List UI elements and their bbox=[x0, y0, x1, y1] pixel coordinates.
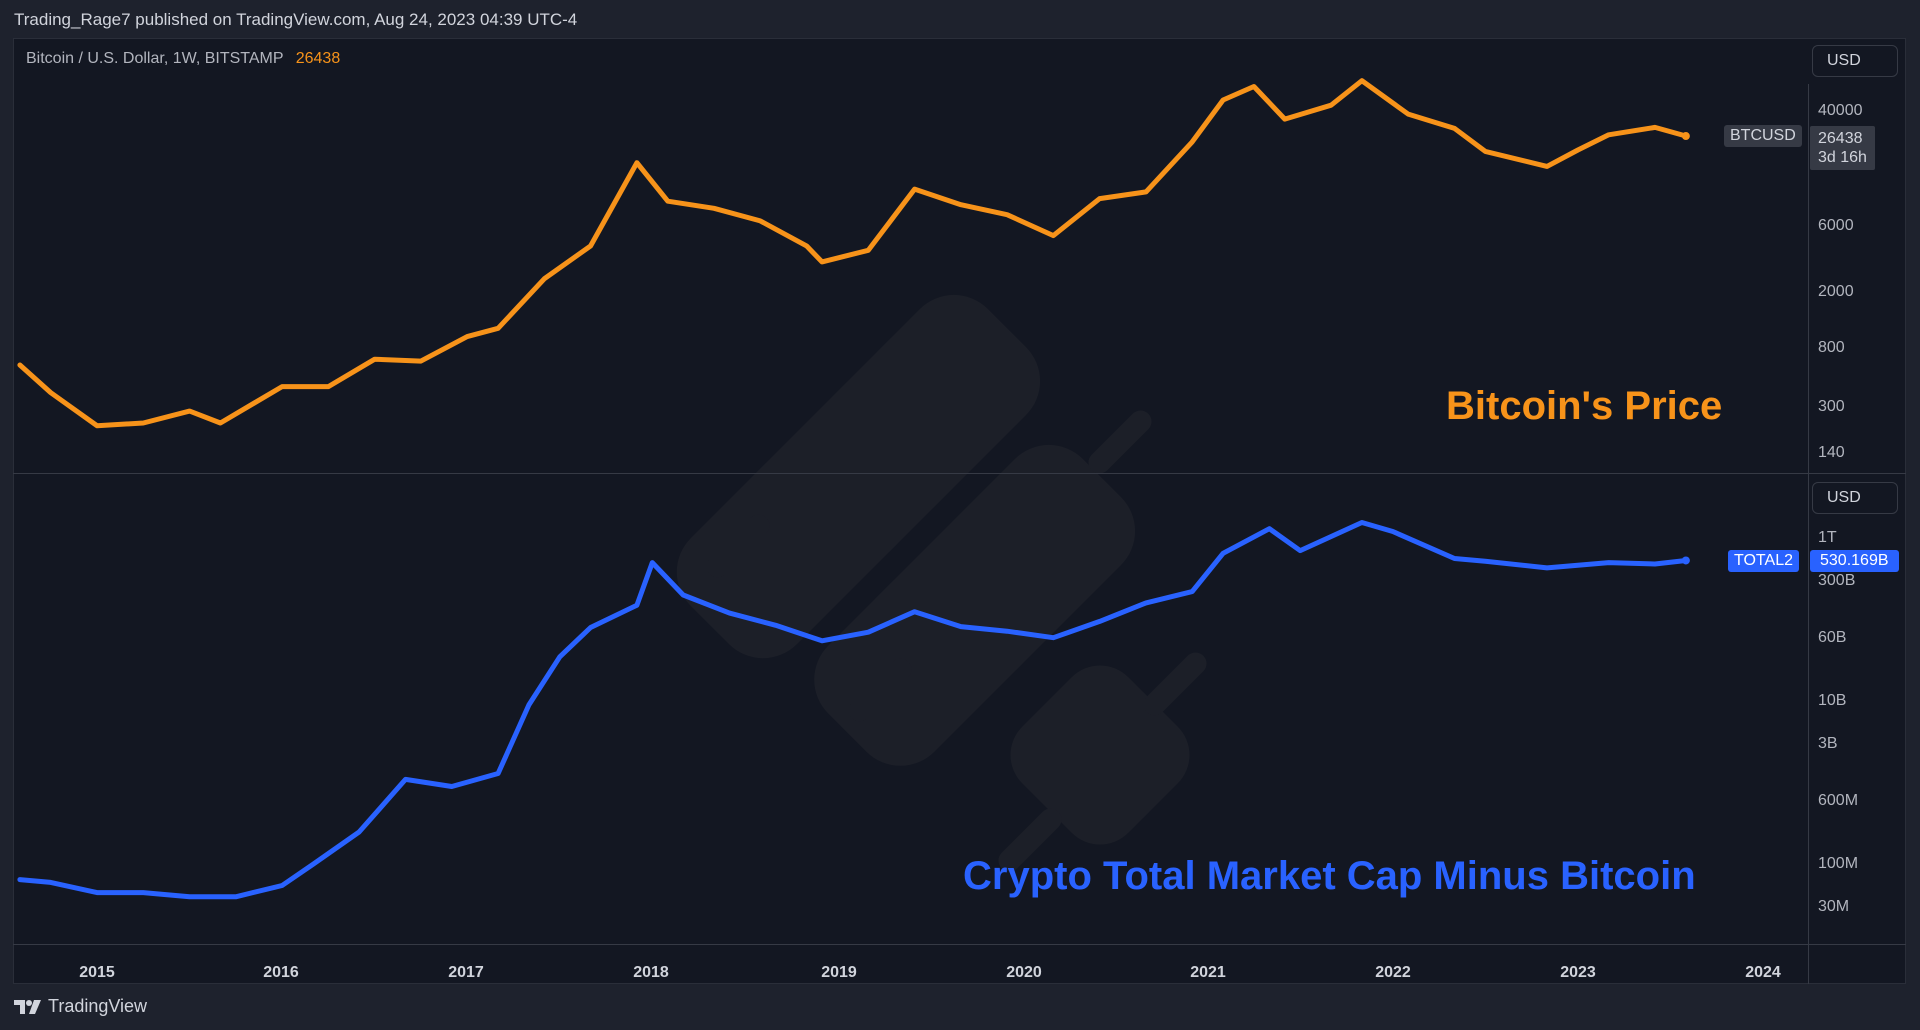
x-tick: 2018 bbox=[633, 964, 669, 981]
pane-divider[interactable] bbox=[13, 473, 1906, 474]
total2-series-tag: TOTAL2 bbox=[1728, 550, 1799, 572]
btc-y-tick: 800 bbox=[1818, 339, 1845, 356]
tradingview-logo-icon bbox=[14, 999, 41, 1014]
btc-last-value: 26438 bbox=[1818, 130, 1863, 147]
x-tick: 2015 bbox=[79, 964, 115, 981]
currency-button-bottom[interactable]: USD bbox=[1812, 482, 1898, 514]
symbol-last-value: 26438 bbox=[295, 50, 341, 67]
total2-y-tick: 3B bbox=[1818, 735, 1838, 752]
total2-line bbox=[17, 520, 1689, 900]
total2-y-tick: 100M bbox=[1818, 855, 1859, 872]
total2-y-tick: 300B bbox=[1818, 572, 1856, 589]
total2-y-tick: 60B bbox=[1818, 629, 1847, 646]
btc-y-tick: 40000 bbox=[1818, 102, 1863, 119]
total2-y-tick: 30M bbox=[1818, 898, 1850, 915]
btc-countdown: 3d 16h bbox=[1818, 149, 1867, 166]
btc-price-line-last-point bbox=[1681, 132, 1690, 141]
btc-price-line-group bbox=[17, 78, 1690, 429]
tradingview-logo-text: TradingView bbox=[48, 996, 148, 1016]
symbol-name: Bitcoin / U.S. Dollar, 1W, BITSTAMP bbox=[26, 50, 284, 67]
btc-y-tick: 300 bbox=[1818, 398, 1845, 415]
x-tick: 2020 bbox=[1006, 964, 1042, 981]
price-scale-border bbox=[1808, 84, 1809, 984]
total2-y-tick: 1T bbox=[1818, 529, 1837, 546]
total2-y-tick: 600M bbox=[1818, 792, 1859, 809]
time-axis-border bbox=[13, 944, 1906, 945]
x-tick: 2016 bbox=[263, 964, 299, 981]
total2-line-group bbox=[17, 520, 1690, 900]
currency-button-top[interactable]: USD bbox=[1812, 45, 1898, 77]
x-tick: 2017 bbox=[448, 964, 484, 981]
symbol-legend[interactable]: Bitcoin / U.S. Dollar, 1W, BITSTAMP 2643… bbox=[26, 50, 340, 68]
btc-chart-label: Bitcoin's Price bbox=[1446, 384, 1723, 428]
btc-y-tick: 2000 bbox=[1818, 283, 1854, 300]
btc-y-tick: 140 bbox=[1818, 444, 1845, 461]
x-tick: 2023 bbox=[1560, 964, 1596, 981]
x-tick: 2021 bbox=[1190, 964, 1226, 981]
x-tick: 2024 bbox=[1745, 964, 1781, 981]
btc-y-tick: 6000 bbox=[1818, 217, 1854, 234]
x-tick: 2022 bbox=[1375, 964, 1411, 981]
chart-area[interactable] bbox=[13, 38, 1906, 984]
watermark-logo bbox=[676, 294, 1207, 872]
btc-price-line bbox=[17, 78, 1689, 429]
published-caption: Trading_Rage7 published on TradingView.c… bbox=[14, 10, 578, 29]
total2-chart-label: Crypto Total Market Cap Minus Bitcoin bbox=[963, 854, 1696, 898]
total2-y-tick: 10B bbox=[1818, 692, 1847, 709]
x-tick: 2019 bbox=[821, 964, 857, 981]
btc-series-tag: BTCUSD bbox=[1724, 125, 1802, 147]
btc-last-value-tag: 26438 3d 16h bbox=[1810, 126, 1875, 170]
total2-last-value: 530.169B bbox=[1810, 550, 1899, 572]
total2-line-last-point bbox=[1681, 556, 1690, 565]
tradingview-logo[interactable]: TradingView bbox=[14, 996, 147, 1017]
